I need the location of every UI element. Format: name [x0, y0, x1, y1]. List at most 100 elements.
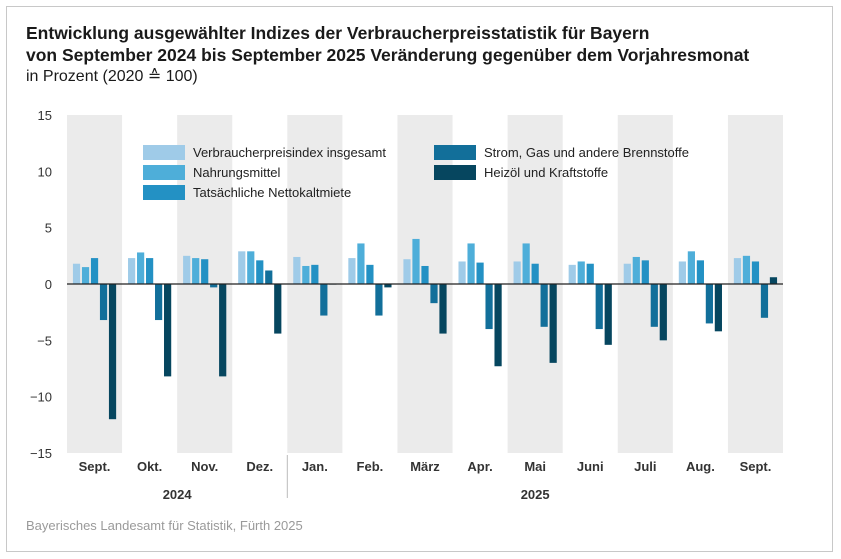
x-tick-label: Apr. [467, 459, 492, 474]
y-tick-label: −10 [30, 390, 52, 405]
bar-4-12 [705, 284, 713, 324]
x-tick-label: Feb. [357, 459, 384, 474]
bar-5-12 [714, 284, 722, 332]
bar-3-10 [586, 263, 594, 284]
bar-1-5 [293, 256, 301, 284]
bar-1-7 [403, 259, 411, 284]
x-tick-label: März [410, 459, 440, 474]
bar-2-12 [687, 251, 695, 284]
bar-5-6 [384, 284, 392, 288]
title-line-2: von September 2024 bis September 2025 Ve… [26, 45, 750, 65]
bar-1-1 [72, 263, 81, 284]
bar-3-1 [90, 258, 99, 284]
bar-3-7 [421, 265, 429, 284]
legend-swatch [143, 145, 185, 160]
legend-label: Tatsächliche Nettokaltmiete [193, 185, 351, 200]
x-tick-label: Juni [577, 459, 604, 474]
x-tick-label: Jan. [302, 459, 328, 474]
bar-1-12 [678, 261, 686, 284]
bar-4-10 [595, 284, 603, 330]
bar-3-9 [531, 263, 539, 284]
bar-4-11 [650, 284, 658, 327]
legend-swatch [434, 165, 476, 180]
x-tick-label: Sept. [79, 459, 111, 474]
title-line-1: Entwicklung ausgewählter Indizes der Ver… [26, 23, 650, 43]
bar-2-11 [632, 256, 640, 284]
legend-label: Heizöl und Kraftstoffe [484, 165, 608, 180]
bar-2-13 [742, 255, 751, 284]
x-tick-label: Dez. [246, 459, 273, 474]
y-tick-label: −15 [30, 446, 52, 461]
bar-3-8 [476, 262, 484, 284]
bar-1-13 [733, 258, 742, 284]
bar-5-7 [439, 284, 447, 334]
bar-3-5 [311, 264, 319, 284]
chart-subtitle: in Prozent (2020 ≙ 100) [26, 68, 198, 85]
bar-4-1 [99, 284, 108, 321]
bar-5-1 [108, 284, 117, 420]
bar-4-5 [320, 284, 328, 316]
legend-label: Strom, Gas und andere Brennstoffe [484, 145, 689, 160]
chart-frame [6, 6, 833, 552]
bar-3-3 [201, 259, 209, 284]
x-tick-label: Aug. [686, 459, 715, 474]
bar-5-9 [549, 284, 557, 363]
bar-5-4 [274, 284, 282, 334]
bars [72, 238, 778, 420]
bar-5-13 [769, 277, 778, 284]
bar-2-8 [467, 243, 475, 284]
bar-3-12 [696, 260, 704, 284]
y-tick-label: 15 [38, 108, 52, 123]
bar-5-8 [494, 284, 502, 367]
bar-1-2 [128, 258, 136, 284]
y-tick-label: −5 [37, 333, 52, 348]
bar-2-6 [357, 243, 365, 284]
y-tick-label: 10 [38, 164, 52, 179]
bar-1-4 [238, 251, 246, 284]
bar-1-8 [458, 261, 466, 284]
axes: 15 10 5 0 −5 −10 −15 Sept. Okt. Nov. Dez. Jan. Feb. M… [30, 108, 783, 502]
source-note: Bayerisches Landesamt für Statistik, Für… [26, 518, 303, 533]
y-tick-label: 0 [45, 277, 52, 292]
x-tick-label: Nov. [191, 459, 218, 474]
bar-4-9 [540, 284, 548, 327]
bar-2-5 [302, 265, 310, 284]
x-tick-label: Okt. [137, 459, 162, 474]
legend-label: Nahrungsmittel [193, 165, 281, 180]
bar-5-10 [604, 284, 612, 345]
bar-1-11 [623, 263, 631, 284]
bar-5-11 [659, 284, 667, 341]
bar-2-3 [192, 258, 200, 284]
bar-4-4 [265, 270, 273, 284]
bar-2-1 [81, 267, 90, 284]
bar-4-6 [375, 284, 383, 316]
bar-2-7 [412, 238, 420, 284]
x-tick-label: Juli [634, 459, 656, 474]
bar-2-4 [247, 251, 255, 284]
bar-2-10 [577, 261, 585, 284]
legend-swatch [143, 185, 185, 200]
bar-4-8 [485, 284, 493, 330]
x-tick-label: Mai [524, 459, 546, 474]
bar-4-2 [155, 284, 163, 321]
x-tick-label: Sept. [740, 459, 772, 474]
year-label: 2024 [163, 487, 193, 502]
bar-1-10 [568, 264, 576, 284]
bar-3-13 [751, 261, 760, 284]
bar-1-9 [513, 261, 521, 284]
legend-swatch [434, 145, 476, 160]
bar-5-2 [164, 284, 172, 377]
bar-3-6 [366, 264, 374, 284]
bar-3-2 [146, 258, 154, 284]
bar-5-3 [219, 284, 227, 377]
year-label: 2025 [521, 487, 550, 502]
bar-2-9 [522, 243, 530, 284]
bar-2-2 [137, 252, 145, 284]
bar-3-11 [641, 260, 649, 284]
bar-1-6 [348, 258, 356, 284]
bar-4-13 [760, 284, 769, 318]
bar-4-7 [430, 284, 438, 304]
bar-1-3 [183, 255, 191, 284]
bar-3-4 [256, 260, 264, 284]
